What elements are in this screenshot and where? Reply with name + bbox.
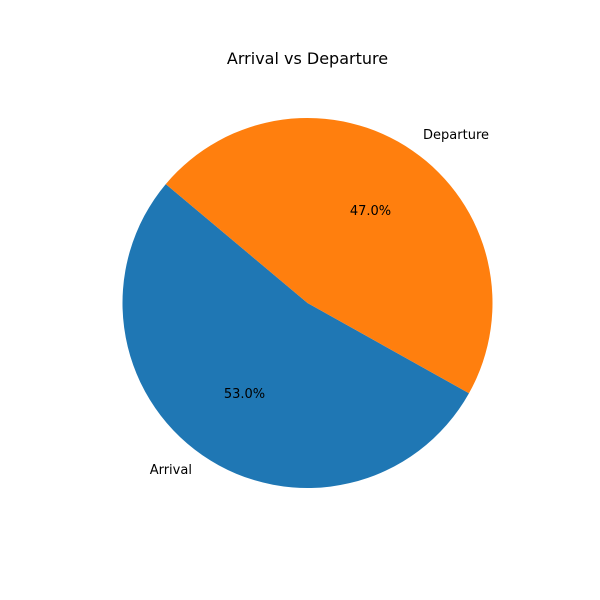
pie-slice-departure	[165, 117, 493, 394]
slice-percent-departure: 47.0%	[350, 204, 391, 219]
pie-slice-arrival	[122, 184, 469, 488]
chart-title: Arrival vs Departure	[227, 49, 388, 68]
pie-slices	[122, 117, 493, 488]
slice-percent-arrival: 53.0%	[224, 387, 265, 402]
pie-labels: Arrival 53.0% Departure 47.0%	[150, 128, 489, 478]
slice-label-arrival: Arrival	[150, 463, 192, 478]
slice-label-departure: Departure	[423, 128, 489, 143]
